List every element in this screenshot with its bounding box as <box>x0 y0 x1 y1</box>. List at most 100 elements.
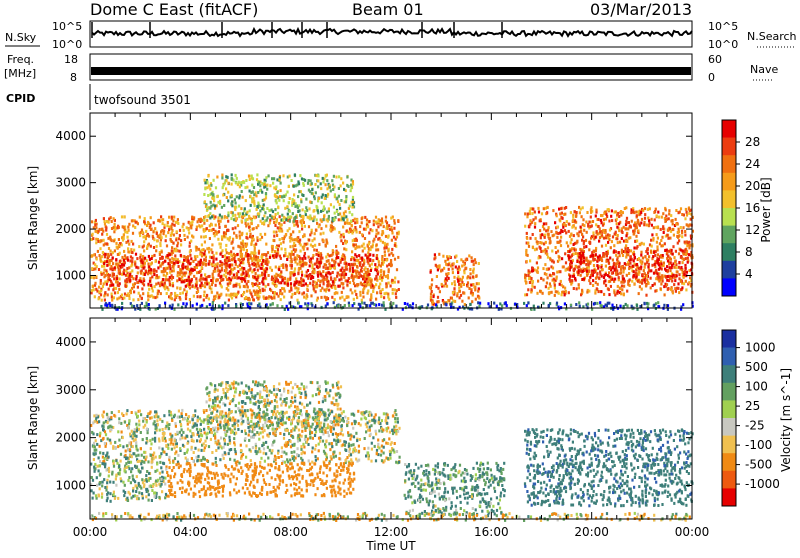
power-cell <box>218 242 220 245</box>
power-cell <box>123 264 125 267</box>
power-cell <box>273 279 275 282</box>
power-cell <box>531 285 533 288</box>
power-cell <box>653 272 655 275</box>
power-cell <box>631 305 633 308</box>
power-cell <box>250 217 252 220</box>
power-cell <box>588 248 590 251</box>
power-cell <box>258 181 260 184</box>
power-cell <box>527 302 529 305</box>
power-cell <box>388 253 390 256</box>
power-cell <box>545 229 547 232</box>
power-cell <box>147 283 149 286</box>
power-cell <box>635 276 637 279</box>
power-cell <box>317 185 319 188</box>
power-colorbar-swatch <box>722 173 736 191</box>
power-cell <box>633 270 635 273</box>
power-cell <box>672 245 674 248</box>
power-cell <box>557 250 559 253</box>
power-cell <box>360 282 362 285</box>
power-cell <box>367 257 369 260</box>
power-cell <box>585 263 587 266</box>
power-cell <box>204 187 206 190</box>
power-cell <box>223 234 225 237</box>
power-cell <box>104 222 106 225</box>
power-cell <box>678 235 680 238</box>
power-cell <box>306 288 308 291</box>
power-cell <box>561 257 563 260</box>
power-cell <box>111 299 113 302</box>
power-cell <box>372 254 374 257</box>
power-cell <box>261 191 263 194</box>
power-cell <box>386 243 388 246</box>
power-cell <box>279 195 281 198</box>
power-cell <box>276 278 278 281</box>
power-cell <box>103 262 105 265</box>
power-cell <box>148 303 150 306</box>
power-cell <box>125 274 127 277</box>
power-cell <box>348 263 350 266</box>
power-cell <box>269 184 271 187</box>
power-cell <box>146 234 148 237</box>
power-cell <box>353 259 355 262</box>
power-cell <box>294 292 296 295</box>
power-cell <box>259 189 261 192</box>
power-cell <box>287 213 289 216</box>
power-colorbar-tick-label: 28 <box>745 135 760 149</box>
power-cell <box>395 305 397 308</box>
power-cell <box>385 235 387 238</box>
power-cell <box>125 270 127 273</box>
power-cell <box>209 303 211 306</box>
power-cell <box>153 221 155 224</box>
power-cell <box>666 283 668 286</box>
power-cell <box>249 178 251 181</box>
power-cell <box>338 218 340 221</box>
power-cell <box>379 283 381 286</box>
power-cell <box>622 211 624 214</box>
power-cell <box>616 222 618 225</box>
power-cell <box>469 276 471 279</box>
power-cell <box>351 291 353 294</box>
power-cell <box>217 220 219 223</box>
power-cell <box>546 253 548 256</box>
power-cell <box>548 226 550 229</box>
power-cell <box>269 303 271 306</box>
power-cell <box>290 282 292 285</box>
power-cell <box>124 284 126 287</box>
power-cell <box>152 290 154 293</box>
power-cell <box>681 286 683 289</box>
power-cell <box>139 234 141 237</box>
power-cell <box>233 267 235 270</box>
power-cell <box>537 280 539 283</box>
nsky-label: N.Sky <box>5 31 37 44</box>
power-cell <box>221 174 223 177</box>
power-cell <box>610 285 612 288</box>
power-cell <box>587 260 589 263</box>
power-cell <box>149 271 151 274</box>
power-cell <box>135 266 137 269</box>
power-cell <box>299 214 301 217</box>
power-cell <box>118 277 120 280</box>
power-cell <box>318 197 320 200</box>
power-cell <box>223 204 225 207</box>
power-cell <box>340 199 342 202</box>
power-cell <box>315 290 317 293</box>
power-cell <box>529 281 531 284</box>
power-cell <box>245 225 247 228</box>
power-cell <box>225 269 227 272</box>
power-cell <box>332 280 334 283</box>
power-cell <box>384 254 386 257</box>
power-cell <box>226 251 228 254</box>
power-cell <box>458 283 460 286</box>
power-cell <box>342 282 344 285</box>
power-cell <box>380 295 382 298</box>
power-cell <box>98 297 100 300</box>
power-cell <box>626 274 628 277</box>
power-cell <box>169 283 171 286</box>
power-cell <box>273 177 275 180</box>
power-cell <box>313 287 315 290</box>
power-cell <box>471 260 473 263</box>
power-cell <box>564 302 566 305</box>
power-cell <box>345 248 347 251</box>
power-cell <box>230 250 232 253</box>
power-cell <box>171 274 173 277</box>
